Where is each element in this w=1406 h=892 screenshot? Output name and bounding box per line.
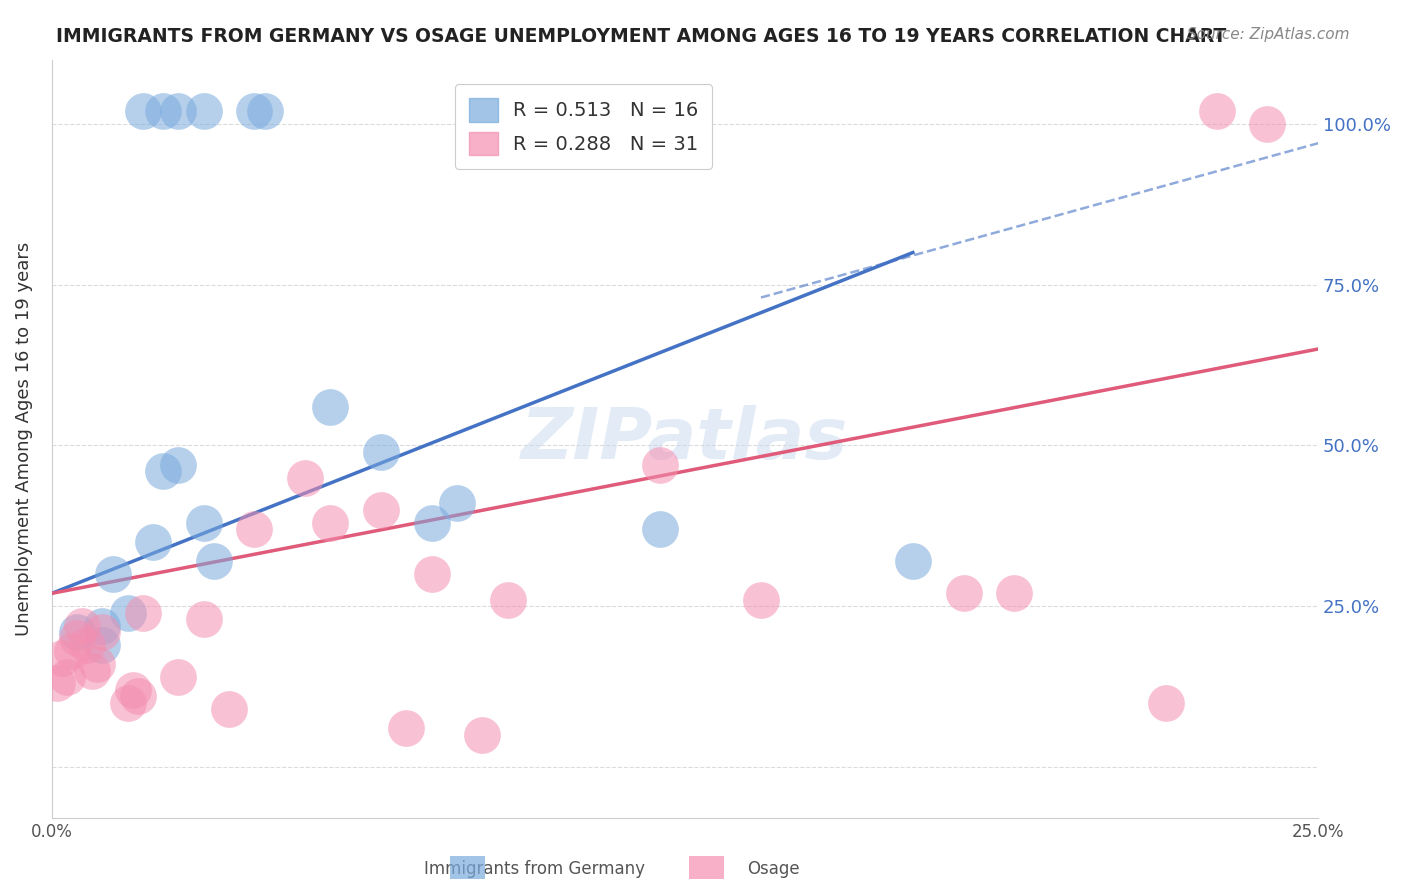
Point <box>70 618 93 632</box>
Point <box>121 682 143 697</box>
Point <box>420 567 443 582</box>
Point <box>253 103 276 118</box>
Text: Source: ZipAtlas.com: Source: ZipAtlas.com <box>1187 27 1350 42</box>
Point <box>471 728 494 742</box>
Point <box>167 670 190 684</box>
Point <box>117 606 139 620</box>
Point <box>152 464 174 478</box>
Point <box>370 445 392 459</box>
Point <box>101 567 124 582</box>
Point <box>193 612 215 626</box>
Point <box>648 522 671 536</box>
Point <box>294 470 316 484</box>
Point <box>1256 117 1278 131</box>
Point <box>1002 586 1025 600</box>
Point <box>91 618 114 632</box>
Point <box>167 458 190 472</box>
Legend: R = 0.513   N = 16, R = 0.288   N = 31: R = 0.513 N = 16, R = 0.288 N = 31 <box>456 85 713 169</box>
Point <box>420 516 443 530</box>
Point <box>1154 696 1177 710</box>
Point <box>446 496 468 510</box>
Point <box>648 458 671 472</box>
Point <box>132 606 155 620</box>
Point <box>117 696 139 710</box>
Point <box>132 103 155 118</box>
Text: Immigrants from Germany: Immigrants from Germany <box>423 860 645 878</box>
Point <box>496 592 519 607</box>
Point <box>142 535 165 549</box>
Point <box>193 103 215 118</box>
Point <box>127 690 149 704</box>
Point <box>952 586 974 600</box>
Point <box>152 103 174 118</box>
Point <box>66 632 89 646</box>
Point <box>901 554 924 568</box>
Point <box>395 722 418 736</box>
Point <box>1205 103 1227 118</box>
Point <box>86 657 108 672</box>
Point <box>243 522 266 536</box>
Point <box>60 644 83 658</box>
Point <box>319 400 342 414</box>
Point <box>243 103 266 118</box>
Text: Osage: Osage <box>747 860 800 878</box>
Point <box>76 638 98 652</box>
Point <box>202 554 225 568</box>
Text: ZIPatlas: ZIPatlas <box>522 405 849 474</box>
Text: IMMIGRANTS FROM GERMANY VS OSAGE UNEMPLOYMENT AMONG AGES 16 TO 19 YEARS CORRELAT: IMMIGRANTS FROM GERMANY VS OSAGE UNEMPLO… <box>56 27 1226 45</box>
Point <box>218 702 240 716</box>
Point <box>193 516 215 530</box>
Point <box>370 502 392 516</box>
Point <box>91 638 114 652</box>
Point <box>319 516 342 530</box>
Point <box>167 103 190 118</box>
Point <box>82 664 104 678</box>
Point <box>51 650 73 665</box>
Point <box>66 624 89 639</box>
Point <box>749 592 772 607</box>
Y-axis label: Unemployment Among Ages 16 to 19 years: Unemployment Among Ages 16 to 19 years <box>15 242 32 636</box>
Point <box>91 624 114 639</box>
Point <box>45 676 67 690</box>
Point <box>56 670 79 684</box>
